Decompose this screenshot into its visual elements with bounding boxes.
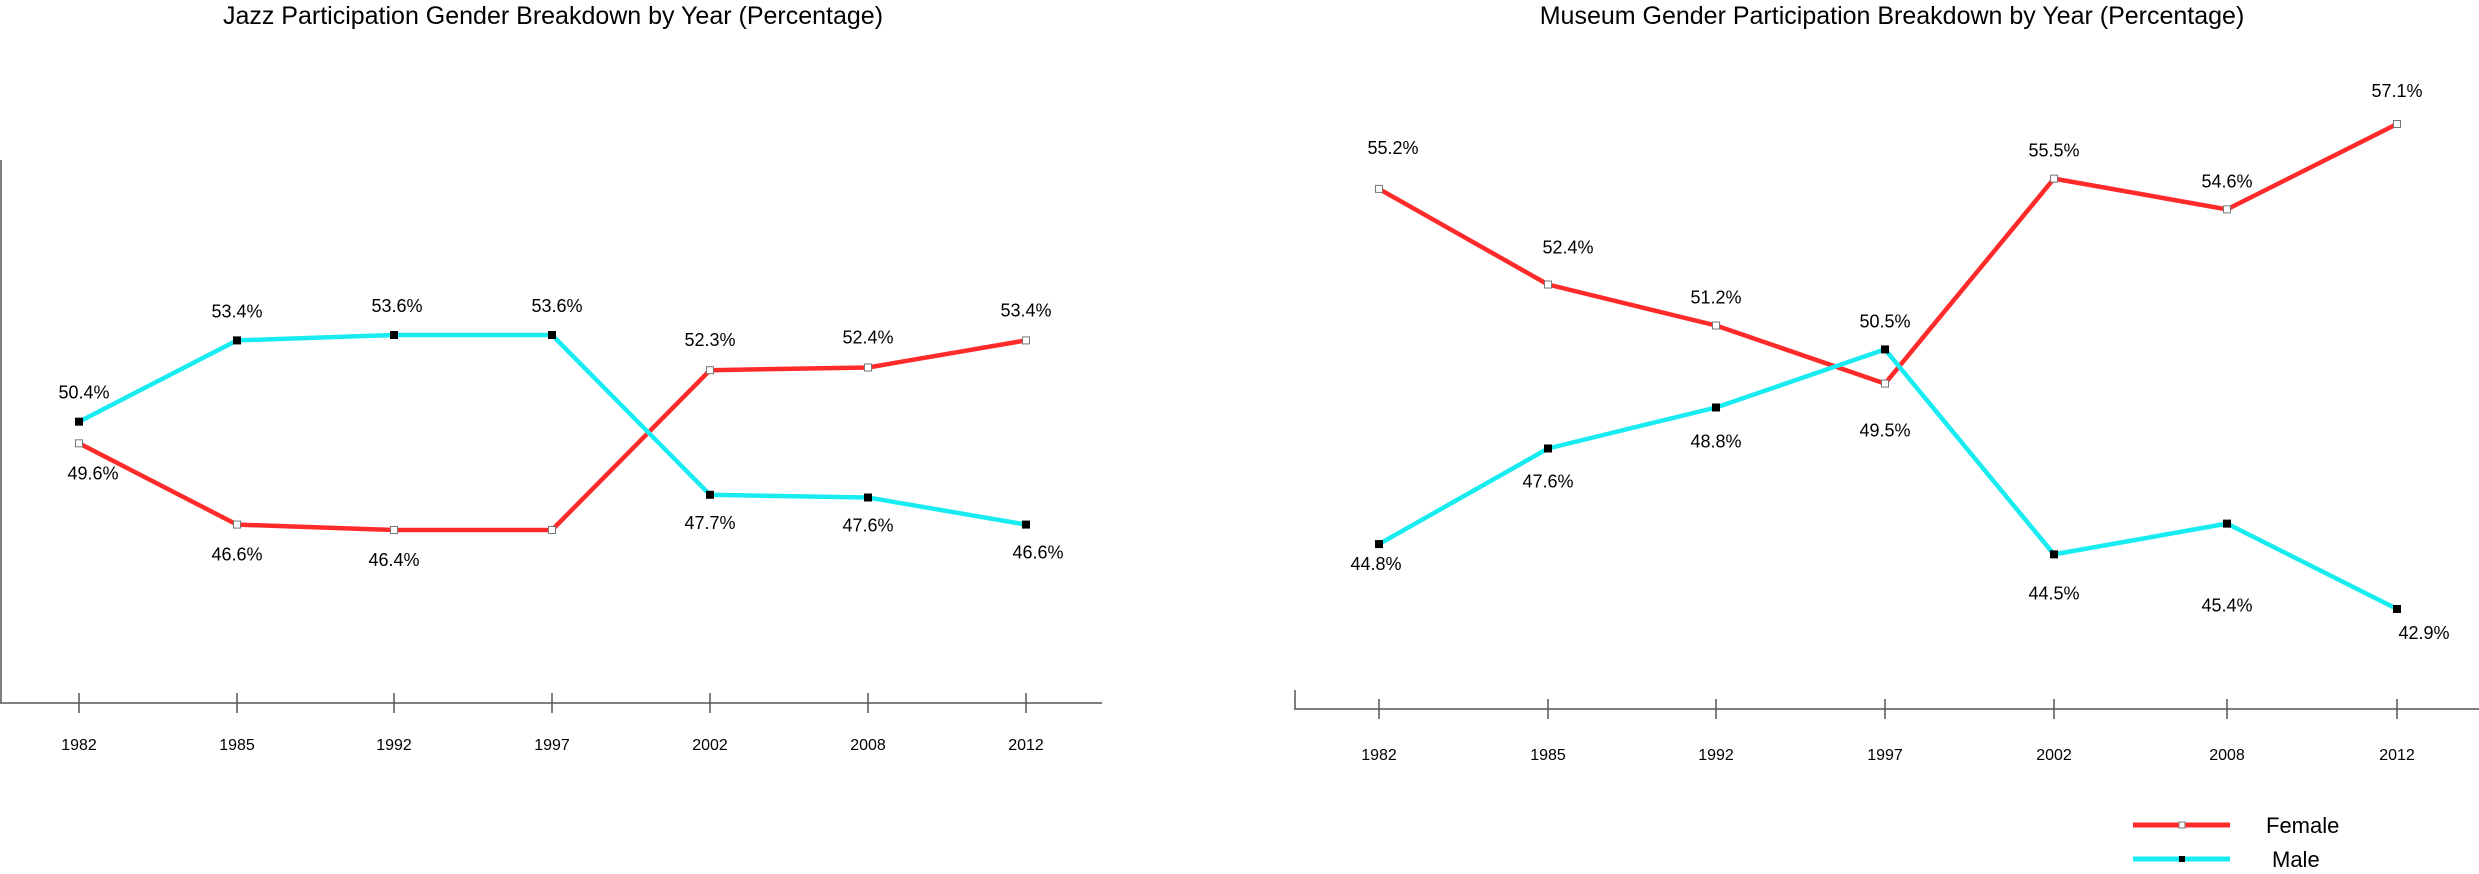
- museum-chart: 1982 1985 1992 1997 2002 2008 2012 55.2% 52.4% 51…: [1294, 81, 2479, 764]
- jazz-x-tick-label: 2002: [692, 737, 728, 754]
- jazz-female-point: [548, 526, 556, 534]
- jazz-x-tick-label: 1997: [534, 737, 570, 754]
- museum-female-data-label: 51.2%: [1690, 288, 1741, 308]
- museum-female-data-label: 49.5%: [1859, 421, 1910, 441]
- jazz-female-data-label: 53.4%: [1000, 300, 1051, 320]
- museum-male-data-label: 47.6%: [1522, 471, 1573, 491]
- jazz-male-point: [233, 336, 241, 345]
- museum-male-data-label: 50.5%: [1859, 311, 1910, 331]
- legend-item-female: Female: [2133, 813, 2339, 838]
- jazz-male-data-label: 50.4%: [58, 383, 109, 403]
- museum-male-point: [2050, 550, 2058, 559]
- legend-item-male: Male: [2133, 847, 2320, 872]
- museum-male-data-label: 45.4%: [2201, 596, 2252, 616]
- jazz-male-point: [864, 493, 872, 502]
- jazz-x-tick-label: 2008: [850, 737, 886, 754]
- legend-male-marker: [2179, 856, 2185, 862]
- jazz-female-data-label: 49.6%: [67, 463, 118, 483]
- jazz-male-point: [1022, 520, 1030, 529]
- museum-male-point: [1544, 444, 1552, 453]
- museum-series-female: [1377, 121, 2399, 386]
- jazz-x-tick-label: 1985: [219, 737, 255, 754]
- jazz-male-data-label: 46.6%: [1012, 543, 1063, 563]
- museum-female-data-label: 54.6%: [2201, 171, 2252, 191]
- jazz-female-data-label: 52.3%: [684, 330, 735, 350]
- jazz-female-data-label: 52.4%: [842, 328, 893, 348]
- legend-female-label: Female: [2266, 813, 2339, 838]
- jazz-chart: 1982 1985 1992 1997 2002 2008 2012 49.6% 46.6% 46…: [0, 160, 1102, 754]
- museum-male-data-label: 44.8%: [1350, 554, 1401, 574]
- jazz-female-data-label: 46.4%: [368, 550, 419, 570]
- museum-male-point: [2223, 519, 2231, 528]
- legend-female-marker: [2178, 821, 2186, 829]
- museum-female-data-label: 52.4%: [1542, 238, 1593, 258]
- jazz-male-data-label: 53.4%: [211, 301, 262, 321]
- museum-female-point: [2223, 205, 2231, 214]
- museum-female-point: [1881, 379, 1889, 388]
- legend-male-label: Male: [2272, 847, 2320, 872]
- jazz-female-point: [75, 439, 83, 448]
- museum-x-tick-label: 1982: [1361, 747, 1397, 764]
- museum-x-tick-label: 1997: [1867, 747, 1903, 764]
- museum-female-point: [1712, 321, 1720, 330]
- museum-x-tick-label: 2008: [2209, 747, 2245, 764]
- museum-male-data-label: 44.5%: [2028, 583, 2079, 603]
- museum-male-point: [1375, 540, 1383, 549]
- jazz-male-point: [390, 331, 398, 339]
- jazz-female-data-label: 46.6%: [211, 545, 262, 565]
- jazz-x-tick-label: 1992: [376, 737, 412, 754]
- jazz-female-point: [706, 366, 714, 375]
- jazz-male-data-label: 53.6%: [531, 296, 582, 316]
- jazz-female-point: [390, 526, 398, 534]
- museum-x-tick-label: 2012: [2379, 747, 2415, 764]
- museum-male-point: [2393, 605, 2401, 613]
- jazz-male-data-label: 53.6%: [371, 296, 422, 316]
- museum-female-point: [1544, 280, 1552, 289]
- museum-female-point: [2050, 174, 2058, 183]
- legend: Female Male: [2133, 813, 2339, 872]
- museum-female-point: [1375, 184, 1383, 193]
- chart-title-jazz: Jazz Participation Gender Breakdown by Y…: [223, 2, 883, 30]
- museum-female-point: [2393, 120, 2401, 128]
- museum-female-data-label: 55.5%: [2028, 141, 2079, 161]
- museum-male-data-label: 48.8%: [1690, 431, 1741, 451]
- museum-male-point: [1881, 345, 1889, 354]
- jazz-female-point: [233, 520, 241, 529]
- jazz-male-point: [548, 331, 556, 339]
- museum-male-data-label: 42.9%: [2398, 623, 2449, 643]
- jazz-male-data-label: 47.6%: [842, 516, 893, 536]
- museum-x-tick-label: 1992: [1698, 747, 1734, 764]
- museum-female-data-label: 57.1%: [2371, 81, 2422, 101]
- chart-title-museum: Museum Gender Participation Breakdown by…: [1540, 2, 2245, 30]
- museum-male-point: [1712, 403, 1720, 412]
- jazz-x-tick-label: 2012: [1008, 737, 1044, 754]
- jazz-male-point: [706, 490, 714, 499]
- jazz-male-data-label: 47.7%: [684, 513, 735, 533]
- jazz-male-point: [75, 417, 83, 426]
- jazz-female-point: [1022, 336, 1030, 345]
- jazz-female-point: [864, 363, 872, 372]
- museum-x-tick-label: 1985: [1530, 747, 1566, 764]
- museum-x-tick-label: 2002: [2036, 747, 2072, 764]
- jazz-x-tick-label: 1982: [61, 737, 97, 754]
- museum-female-data-label: 55.2%: [1367, 138, 1418, 158]
